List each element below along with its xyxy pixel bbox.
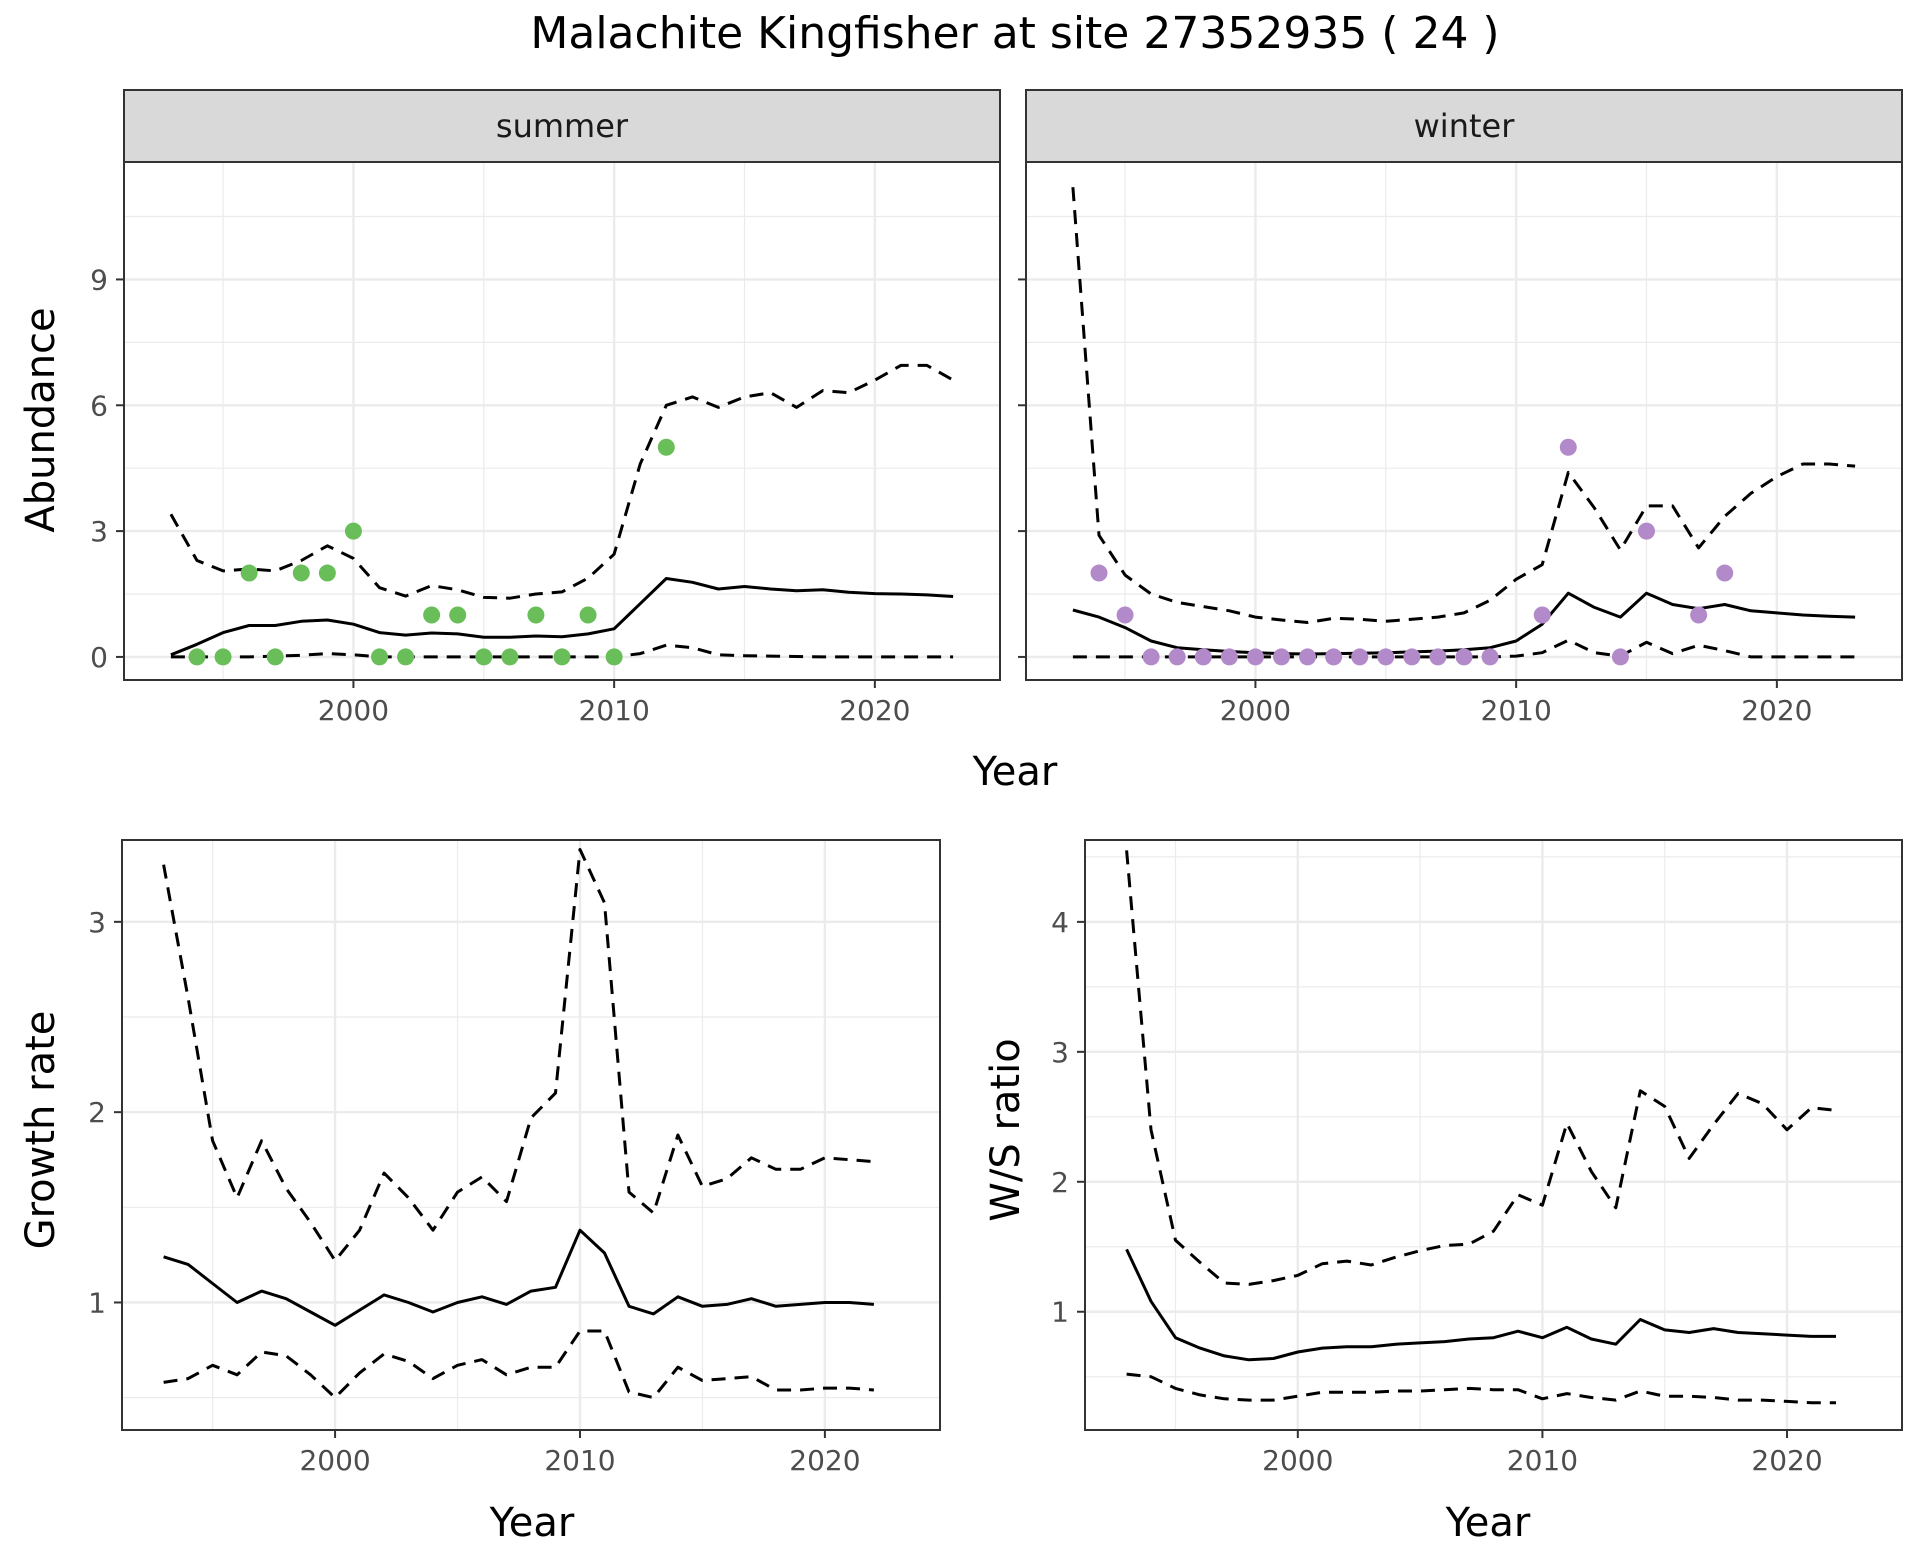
facet-strip [1025, 89, 1903, 163]
observation-point [344, 522, 362, 540]
observation-point [1533, 606, 1551, 624]
observation-point [188, 648, 206, 666]
top-x-axis-title: Year [972, 749, 1058, 795]
observation-point [1559, 438, 1577, 456]
observation-point [318, 564, 336, 582]
observation-point [292, 564, 310, 582]
y-tick-label: 3 [88, 906, 106, 939]
x-tick-label: 2000 [1220, 694, 1291, 727]
x-tick-label: 2020 [789, 1444, 860, 1477]
observation-point [1090, 564, 1108, 582]
observation-point [1194, 648, 1212, 666]
facet-strip-label: winter [1414, 107, 1516, 145]
y-tick-label: 6 [90, 389, 108, 422]
observation-point [657, 438, 675, 456]
x-tick-label: 2010 [544, 1444, 615, 1477]
observation-point [1429, 648, 1447, 666]
x-tick-label: 2000 [318, 694, 389, 727]
observation-point [1142, 648, 1160, 666]
x-tick-label: 2020 [839, 694, 910, 727]
y-tick-label: 0 [90, 641, 108, 674]
observation-point [1455, 648, 1473, 666]
observation-point [1168, 648, 1186, 666]
ws-ratio-panel: 2000 2010 2020 1 2 3 4 [1051, 839, 1903, 1477]
x-tick-label: 2010 [1481, 694, 1552, 727]
observation-point [240, 564, 258, 582]
observation-point [397, 648, 415, 666]
observation-point [1116, 606, 1134, 624]
y-tick-label: 1 [1051, 1296, 1069, 1329]
facet-strip [123, 89, 1001, 163]
observation-point [1377, 648, 1395, 666]
growth-x-axis-title: Year [489, 1500, 575, 1546]
observation-point [449, 606, 467, 624]
observation-point [1220, 648, 1238, 666]
estimate-line [1125, 1248, 1836, 1362]
ws-x-axis-title: Year [1445, 1500, 1531, 1546]
y-tick-label: 9 [90, 263, 108, 296]
observation-point [1299, 648, 1317, 666]
facet-strip-label: summer [496, 107, 629, 145]
x-tick-label: 2000 [1262, 1444, 1333, 1477]
upper-bound-line [169, 363, 954, 600]
observation-point [266, 648, 284, 666]
observation-point [1325, 648, 1343, 666]
observation-point [371, 648, 388, 666]
observation-point [1690, 606, 1708, 624]
x-tick-label: 2000 [299, 1444, 370, 1477]
y-tick-label: 3 [90, 515, 108, 548]
top-y-axis-title: Abundance [18, 307, 64, 532]
x-tick-label: 2010 [579, 694, 650, 727]
panel-border [1084, 839, 1903, 1431]
observation-point [605, 648, 623, 666]
x-tick-label: 2020 [1751, 1444, 1822, 1477]
observation-point [1351, 648, 1369, 666]
x-tick-label: 2020 [1741, 694, 1812, 727]
summer-abundance-panel: summer 2000 2010 2020 0 3 6 9 [90, 89, 1001, 727]
growth-rate-panel: 2000 2010 2020 1 2 3 [88, 839, 941, 1477]
observation-point [1638, 522, 1655, 540]
lower-bound-line [1126, 1372, 1836, 1405]
observation-point [527, 606, 545, 624]
winter-abundance-panel: winter 2000 2010 2020 [1018, 89, 1903, 727]
estimate-line [170, 577, 954, 657]
y-tick-label: 4 [1051, 906, 1069, 939]
growth-y-axis-title: Growth rate [18, 1011, 64, 1250]
y-tick-label: 1 [88, 1286, 106, 1319]
observation-point [1246, 648, 1264, 666]
panel-border [121, 839, 941, 1431]
x-tick-label: 2010 [1507, 1444, 1578, 1477]
upper-bound-line [1071, 187, 1856, 624]
observation-point [1403, 648, 1421, 666]
lower-bound-line [163, 1329, 875, 1400]
upper-bound-line [162, 848, 875, 1263]
upper-bound-line [1125, 850, 1837, 1286]
observation-point [423, 606, 441, 624]
observation-point [1611, 648, 1629, 666]
figure-title: Malachite Kingfisher at site 27352935 ( … [530, 8, 1499, 59]
observation-point [1716, 564, 1734, 582]
y-tick-label: 2 [88, 1096, 106, 1129]
y-tick-label: 3 [1051, 1036, 1069, 1069]
ws-y-axis-title: W/S ratio [983, 1038, 1029, 1221]
y-tick-label: 2 [1051, 1166, 1069, 1199]
observation-point [501, 648, 519, 666]
observation-point [579, 606, 597, 624]
observation-point [553, 648, 571, 666]
observation-point [1273, 648, 1290, 666]
observation-point [214, 648, 232, 666]
estimate-line [163, 1228, 875, 1327]
observation-point [1481, 648, 1499, 666]
observation-point [475, 648, 493, 666]
